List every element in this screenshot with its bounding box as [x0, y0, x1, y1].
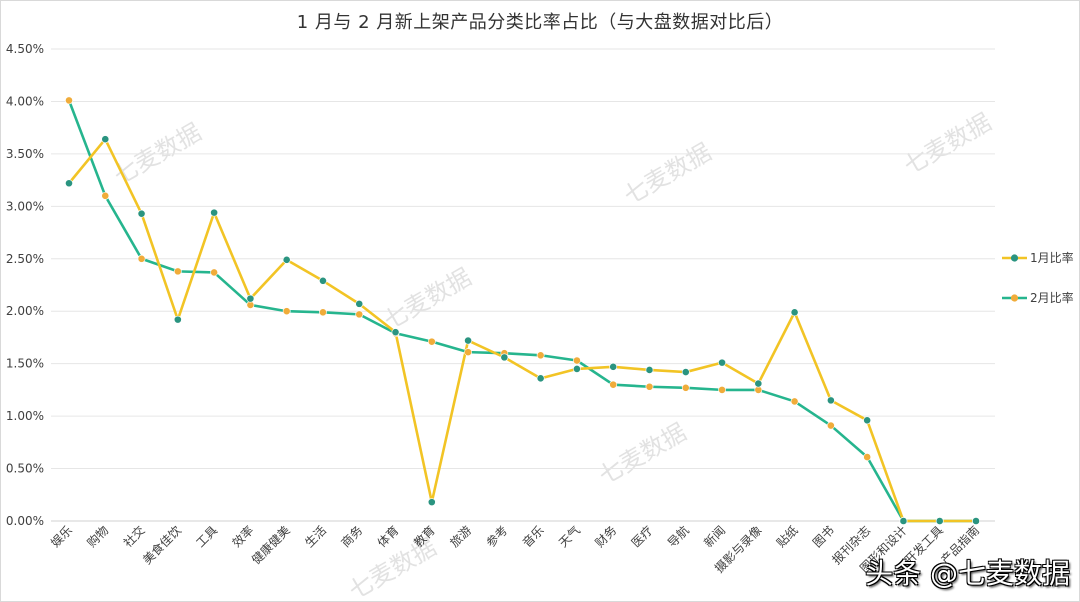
data-point[interactable] — [935, 517, 944, 525]
x-tick-label: 财务 — [592, 523, 620, 551]
x-tick-label: 购物 — [84, 523, 112, 551]
data-point[interactable] — [65, 179, 73, 188]
gridlines — [51, 48, 995, 522]
data-point[interactable] — [319, 308, 327, 317]
series-line — [67, 99, 976, 523]
x-tick-label: 导航 — [664, 523, 692, 551]
legend-marker — [1010, 254, 1019, 262]
data-point[interactable] — [137, 209, 146, 218]
x-tick-label: 医疗 — [629, 523, 656, 550]
y-tick-label: 0.00% — [6, 514, 44, 528]
data-point[interactable] — [282, 255, 291, 264]
x-tick-label: 参考 — [483, 523, 511, 551]
data-point[interactable] — [681, 383, 690, 392]
x-tick-label: 生活 — [302, 523, 329, 550]
data-point[interactable] — [609, 380, 618, 389]
data-point[interactable] — [790, 308, 799, 317]
y-tick-label: 3.00% — [6, 199, 44, 213]
data-point[interactable] — [609, 362, 618, 371]
x-tick-label: 社交 — [120, 523, 148, 551]
x-tick-label: 旅游 — [447, 523, 474, 550]
data-point[interactable] — [427, 498, 436, 507]
data-point[interactable] — [536, 351, 545, 360]
data-point[interactable] — [246, 294, 255, 303]
x-tick-label: 工具 — [193, 523, 220, 550]
data-point[interactable] — [573, 356, 581, 365]
data-point[interactable] — [972, 517, 980, 525]
x-tick-label: 商务 — [338, 523, 366, 551]
x-tick-label: 美食佳饮 — [139, 523, 184, 568]
legend: 1月比率 2月比率 — [1002, 250, 1074, 305]
data-point[interactable] — [790, 397, 799, 406]
data-point[interactable] — [355, 310, 364, 319]
data-point[interactable] — [863, 453, 872, 461]
x-tick-label: 健康健美 — [248, 523, 293, 568]
data-point[interactable] — [464, 336, 472, 345]
watermark-text: 七麦数据 — [619, 138, 716, 210]
data-point[interactable] — [65, 96, 73, 105]
data-point[interactable] — [173, 267, 182, 276]
data-point[interactable] — [645, 366, 654, 374]
y-tick-label: 0.50% — [6, 462, 44, 476]
data-point[interactable] — [101, 135, 110, 144]
data-point[interactable] — [464, 348, 472, 357]
y-tick-label: 2.00% — [6, 304, 44, 318]
data-point[interactable] — [863, 416, 872, 425]
data-point[interactable] — [645, 382, 654, 391]
data-point[interactable] — [681, 368, 690, 376]
y-axis: 0.00% 0.50% 1.00% 1.50% 2.00% 2.50% 3.00% 3.50%… — [6, 42, 44, 528]
data-point[interactable] — [173, 315, 182, 324]
series-line — [67, 137, 976, 523]
legend-label[interactable]: 2月比率 — [1030, 290, 1074, 305]
data-point[interactable] — [536, 374, 545, 383]
data-point[interactable] — [282, 307, 291, 316]
data-point[interactable] — [718, 385, 726, 394]
x-tick-label: 效率 — [229, 523, 257, 551]
data-point[interactable] — [355, 299, 364, 308]
data-point[interactable] — [210, 208, 219, 217]
legend-marker — [1010, 294, 1019, 302]
data-point[interactable] — [427, 337, 436, 346]
data-point[interactable] — [899, 517, 908, 525]
series-lines — [65, 96, 980, 525]
y-tick-label: 1.00% — [6, 409, 44, 423]
x-tick-label: 天气 — [555, 523, 583, 551]
x-tick-label: 娱乐 — [48, 523, 75, 550]
legend-label[interactable]: 1月比率 — [1030, 250, 1074, 265]
chart-title: 1 月与 2 月新上架产品分类比率占比（与大盘数据对比后） — [296, 12, 784, 33]
data-point[interactable] — [573, 365, 581, 373]
x-tick-label: 新闻 — [701, 523, 729, 551]
data-point[interactable] — [391, 328, 400, 337]
data-point[interactable] — [500, 353, 509, 362]
y-tick-label: 4.00% — [6, 94, 44, 108]
data-point[interactable] — [826, 396, 835, 405]
x-tick-label: 贴纸 — [774, 523, 801, 550]
watermark-text: 七麦数据 — [379, 263, 476, 335]
data-point[interactable] — [826, 421, 835, 430]
x-tick-label: 体育 — [374, 523, 402, 551]
footer-watermark: 头条 @七麦数据 — [865, 557, 1070, 590]
y-tick-label: 4.50% — [6, 42, 44, 56]
y-tick-label: 3.50% — [6, 147, 44, 161]
data-point[interactable] — [319, 276, 327, 285]
data-point[interactable] — [101, 191, 110, 200]
watermark-text: 七麦数据 — [594, 418, 691, 490]
x-tick-label: 图书 — [810, 523, 837, 550]
data-point[interactable] — [137, 254, 146, 263]
data-point[interactable] — [754, 379, 763, 388]
y-tick-label: 1.50% — [6, 357, 44, 371]
watermark-text: 七麦数据 — [899, 108, 996, 180]
data-point[interactable] — [718, 358, 726, 367]
y-tick-label: 2.50% — [6, 252, 44, 266]
x-tick-label: 音乐 — [519, 523, 547, 551]
data-point[interactable] — [210, 268, 219, 277]
